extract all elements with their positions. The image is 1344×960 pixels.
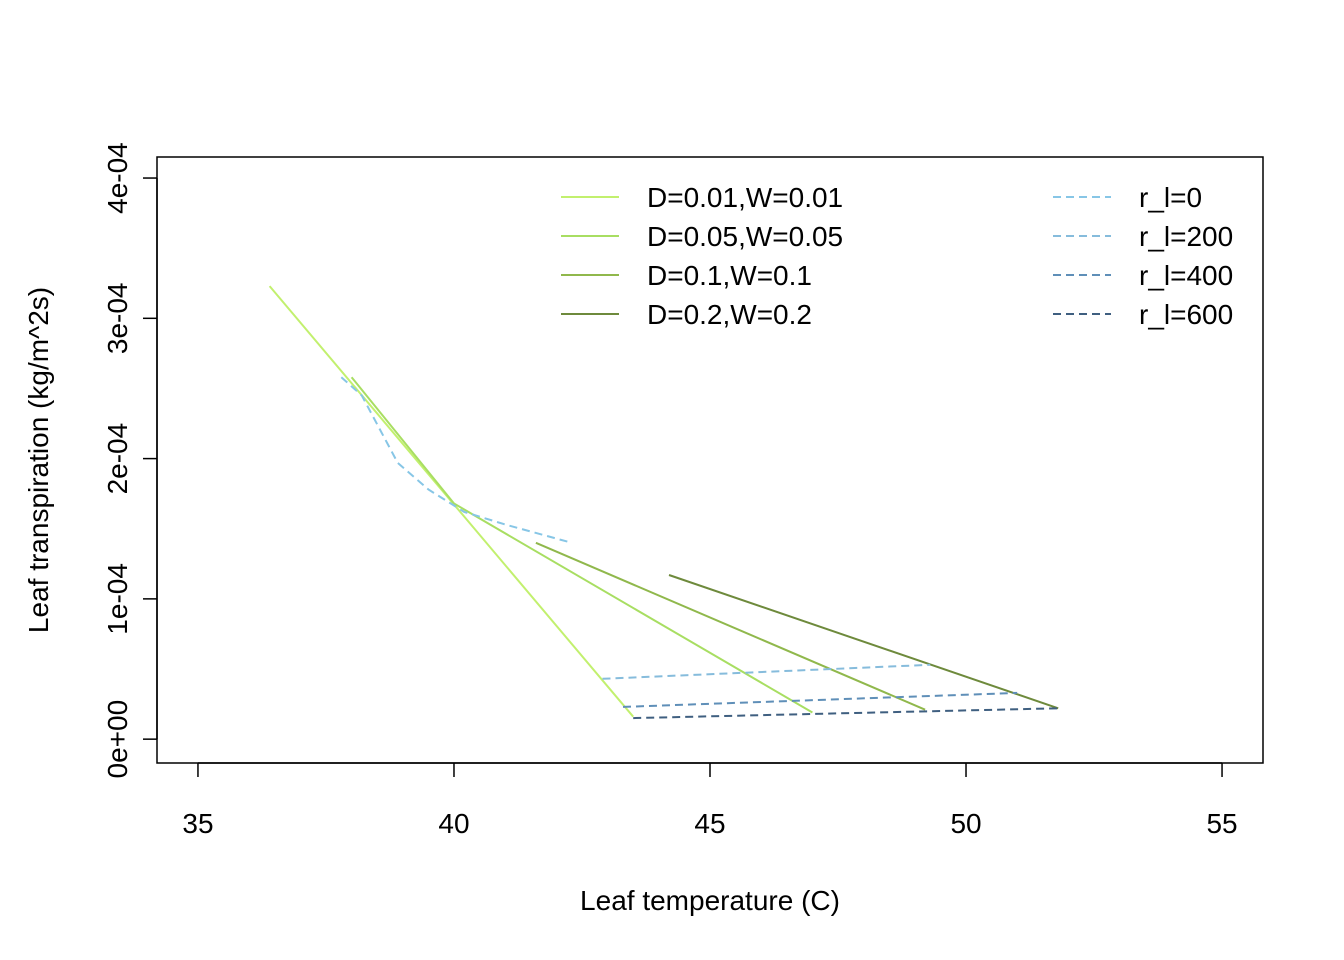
y-axis: 0e+00 1e-04 2e-04 3e-04 4e-04 [102, 142, 158, 779]
y-axis-label: Leaf transpiration (kg/m^2s) [23, 287, 54, 633]
x-tick-label: 35 [182, 808, 213, 839]
legend-resistance: r_l=0 r_l=200 r_l=400 r_l=600 [1053, 182, 1233, 330]
series-line [602, 663, 931, 680]
series-line [622, 691, 1018, 708]
legend-label: r_l=400 [1139, 260, 1233, 291]
legend-label: D=0.1,W=0.1 [647, 260, 812, 291]
y-tick-label: 0e+00 [102, 700, 133, 779]
series-line [633, 707, 1059, 720]
x-tick-label: 50 [950, 808, 981, 839]
legend-label: D=0.01,W=0.01 [647, 182, 843, 213]
legend-label: D=0.2,W=0.2 [647, 299, 812, 330]
x-tick-label: 40 [438, 808, 469, 839]
legend-label: r_l=200 [1139, 221, 1233, 252]
series-line [350, 376, 813, 714]
series-line [668, 574, 1059, 710]
legend-label: D=0.05,W=0.05 [647, 221, 843, 252]
legend-label: r_l=600 [1139, 299, 1233, 330]
y-tick-label: 4e-04 [102, 142, 133, 214]
x-tick-label: 45 [694, 808, 725, 839]
legend-size: D=0.01,W=0.01 D=0.05,W=0.05 D=0.1,W=0.1 D=0… [561, 182, 843, 330]
y-tick-label: 3e-04 [102, 283, 133, 355]
x-axis: 35 40 45 50 55 [182, 762, 1238, 839]
x-axis-label: Leaf temperature (C) [580, 885, 840, 916]
series-layer [268, 285, 1059, 720]
series-line [340, 376, 572, 544]
y-tick-label: 1e-04 [102, 563, 133, 635]
x-tick-label: 55 [1206, 808, 1237, 839]
legend-label: r_l=0 [1139, 182, 1202, 213]
series-line [535, 541, 926, 711]
y-tick-label: 2e-04 [102, 423, 133, 495]
